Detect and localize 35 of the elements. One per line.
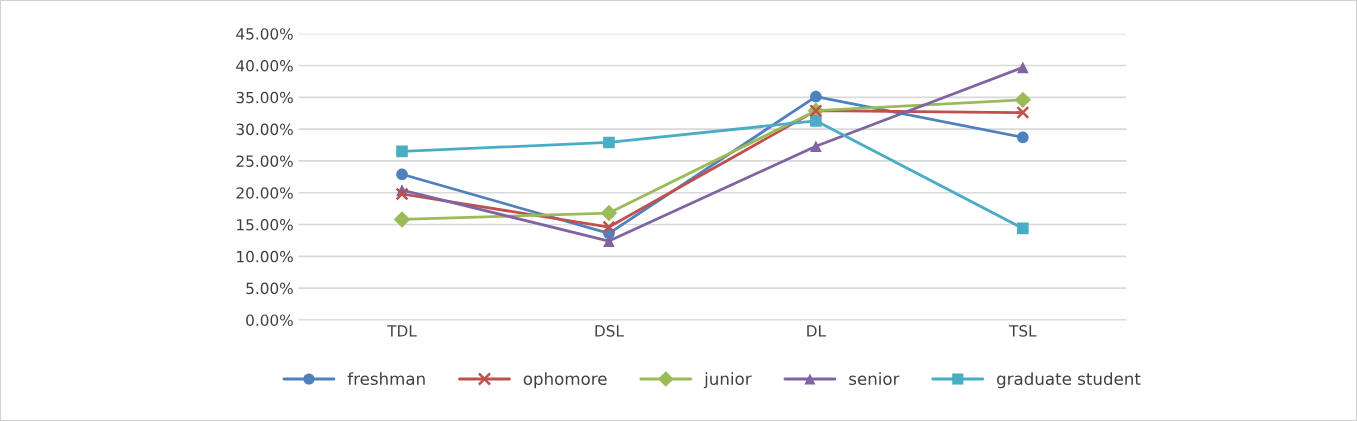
y-tick-label: 15.00% [237,219,293,231]
point [396,145,408,158]
legend-label: freshman [347,372,425,386]
y-tick-label: 5.00% [246,282,293,295]
y-tick-label: 20.00% [236,187,293,199]
point [600,204,618,222]
point [1014,91,1032,109]
x-tick-label: TDL [387,325,417,337]
y-tick-label: 35.00% [236,91,293,104]
legend-label: graduate student [997,372,1141,389]
legend-label: ophomore [523,372,607,389]
point [395,187,409,201]
point [1016,105,1030,120]
y-tick-label: 0.00% [246,314,293,326]
point [396,168,408,181]
legend-label: senior [849,372,900,386]
y-tick-label: 45.00% [236,28,293,40]
point [603,136,615,149]
point [602,220,616,234]
y-tick-label: 30.00% [236,123,293,136]
x-tick-label: TSL [1009,325,1037,337]
point [1017,131,1029,144]
y-tick-label: 25.00% [236,155,293,167]
x-tick-label: DL [807,325,826,337]
point [603,235,615,247]
x-tick-label: DSL [595,325,624,337]
point [810,115,822,127]
point [810,140,822,153]
y-tick-label: 40.00% [236,59,293,72]
point [1017,222,1029,235]
point [1017,61,1029,74]
point [393,211,411,228]
y-tick-label: 10.00% [237,250,293,263]
point [810,90,822,103]
legend-label: junior [703,372,752,389]
